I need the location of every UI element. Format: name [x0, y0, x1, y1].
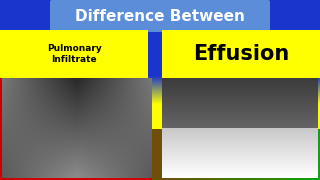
Text: Effusion: Effusion — [193, 44, 289, 64]
Text: Pulmonary
Infiltrate: Pulmonary Infiltrate — [47, 44, 101, 64]
Bar — [0, 30, 148, 78]
Bar — [162, 30, 320, 78]
FancyBboxPatch shape — [50, 0, 270, 32]
Text: Difference Between: Difference Between — [75, 8, 245, 24]
Bar — [0, 178, 152, 180]
Bar — [0, 76, 4, 180]
